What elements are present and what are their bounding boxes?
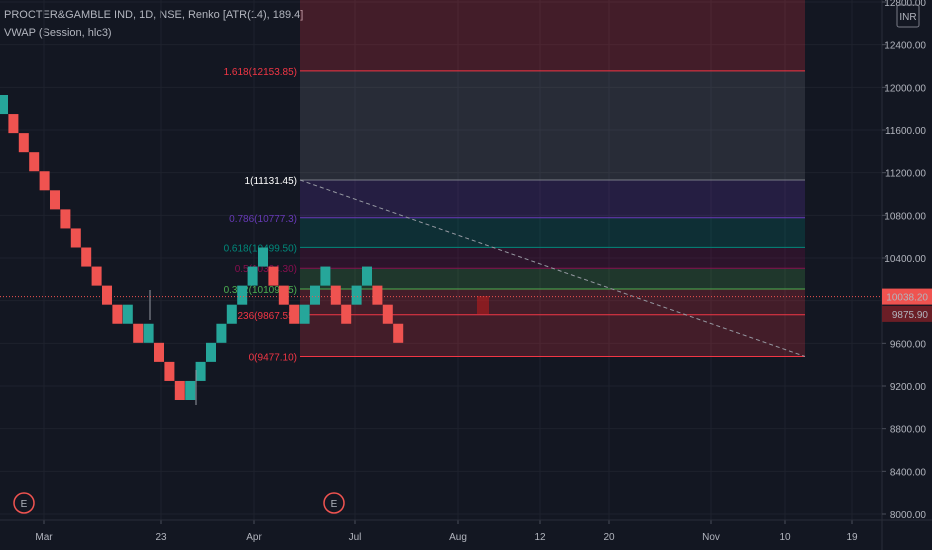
currency-label: INR — [899, 12, 916, 23]
renko-brick-down — [8, 114, 19, 134]
renko-brick-down — [39, 171, 50, 191]
x-tick-label: 20 — [603, 532, 615, 543]
renko-brick-up — [216, 323, 227, 343]
renko-brick-up — [362, 266, 372, 286]
x-tick-label: 10 — [779, 532, 791, 543]
renko-brick-up — [351, 285, 362, 305]
current-price-label: 10038.20 — [886, 293, 928, 304]
renko-brick-up — [195, 361, 206, 381]
time-axis[interactable]: Mar 23 Apr Jul Aug 12 20 Nov 10 19 — [0, 519, 932, 543]
current-price-badge — [882, 288, 932, 305]
earnings-marker-label: E — [21, 499, 28, 510]
x-tick-label: Aug — [449, 532, 467, 543]
x-tick-label: 12 — [534, 532, 546, 543]
renko-brick-down — [133, 323, 144, 343]
renko-brick-up — [320, 266, 331, 286]
renko-brick-down — [330, 285, 341, 305]
fibonacci-retracement[interactable]: 1.618(12153.85) 1(11131.45) 0.786(10777.3)… — [224, 0, 806, 363]
x-tick-label: Mar — [35, 532, 53, 543]
renko-brick-down — [91, 266, 102, 286]
x-tick-label: Jul — [349, 532, 362, 543]
y-tick-label: 10800.00 — [884, 211, 926, 222]
fib-level-label: 0(9477.10) — [249, 352, 297, 363]
renko-bricks — [0, 95, 489, 405]
renko-brick-up — [299, 304, 310, 324]
renko-brick-down — [102, 285, 112, 305]
renko-brick-down — [174, 380, 185, 400]
fib-level-label: 1.618(12153.85) — [224, 67, 297, 78]
chart-title: PROCTER&GAMBLE IND, 1D, NSE, Renko [ATR(… — [4, 9, 304, 21]
fib-level-label: 1(11131.45) — [245, 176, 297, 187]
x-tick-label: 23 — [155, 532, 167, 543]
renko-brick-down — [50, 190, 60, 210]
y-tick-label: 12400.00 — [884, 41, 926, 52]
renko-brick-up — [185, 380, 196, 400]
y-tick-label: 12000.00 — [884, 83, 926, 94]
y-tick-label: 8000.00 — [890, 510, 927, 521]
fib-band — [300, 268, 805, 290]
vwap-price-label: 9875.90 — [892, 310, 929, 321]
fib-band — [300, 314, 805, 357]
grid-lines — [0, 0, 882, 520]
vwap-price-badge — [882, 305, 932, 322]
y-tick-label: 9200.00 — [890, 382, 927, 393]
projected-brick — [477, 296, 489, 314]
renko-brick-up — [206, 342, 216, 362]
y-tick-label: 9600.00 — [890, 339, 927, 350]
renko-brick-up — [143, 323, 154, 343]
x-tick-label: Nov — [702, 532, 720, 543]
x-tick-label: Apr — [246, 532, 262, 543]
renko-brick-down — [29, 152, 40, 172]
renko-brick-down — [60, 209, 71, 229]
renko-brick-down — [154, 342, 164, 362]
fib-band — [300, 70, 805, 180]
earnings-marker-icon — [13, 492, 35, 514]
renko-brick-up — [237, 285, 248, 305]
renko-brick-up — [0, 95, 8, 115]
earnings-marker-label: E — [331, 499, 338, 510]
renko-brick-down — [81, 247, 92, 267]
fib-band — [300, 217, 805, 248]
y-tick-label: 11200.00 — [885, 169, 926, 180]
fib-band — [300, 179, 805, 218]
y-tick-label: 10400.00 — [884, 254, 926, 265]
renko-brick-up — [122, 304, 133, 324]
indicator-label: VWAP (Session, hlc3) — [4, 27, 112, 39]
currency-box — [896, 4, 920, 28]
fib-band — [300, 247, 805, 269]
y-tick-label: 11600.00 — [885, 126, 926, 137]
renko-brick-up — [226, 304, 237, 324]
renko-brick-down — [268, 266, 279, 286]
renko-brick-down — [278, 285, 289, 305]
y-tick-label: 8400.00 — [890, 467, 927, 478]
y-tick-label: 8800.00 — [890, 425, 927, 436]
renko-brick-up — [310, 285, 320, 305]
renko-brick-down — [289, 304, 300, 324]
renko-brick-down — [393, 323, 404, 343]
fib-level-label: 0.382(10109.05) — [224, 285, 297, 296]
renko-brick-up — [247, 266, 258, 286]
renko-brick-down — [341, 304, 352, 324]
trend-line — [299, 179, 806, 357]
renko-brick-down — [382, 304, 393, 324]
renko-brick-down — [372, 285, 383, 305]
renko-brick-down — [112, 304, 123, 324]
x-tick-label: 19 — [846, 532, 858, 543]
renko-brick-up — [258, 247, 268, 267]
earnings-marker-icon — [323, 492, 345, 514]
fib-level-label: 0.5(10304.30) — [235, 264, 297, 275]
fib-level-label: 0.786(10777.3) — [229, 214, 297, 225]
renko-brick-down — [70, 228, 81, 248]
renko-brick-down — [18, 133, 29, 153]
fib-band — [300, 0, 805, 71]
fib-level-label: 0.236(9867.55) — [229, 311, 297, 322]
renko-brick-down — [164, 361, 175, 381]
